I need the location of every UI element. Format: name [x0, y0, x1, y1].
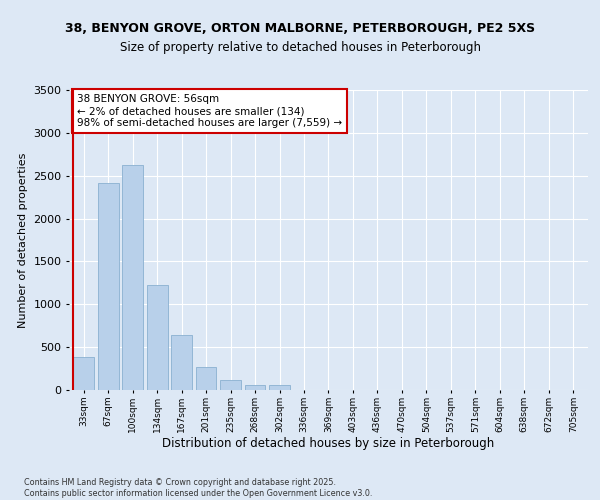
Text: Size of property relative to detached houses in Peterborough: Size of property relative to detached ho… — [119, 41, 481, 54]
Bar — [220, 380, 241, 390]
Bar — [196, 367, 217, 390]
Bar — [245, 385, 265, 390]
Text: 38, BENYON GROVE, ORTON MALBORNE, PETERBOROUGH, PE2 5XS: 38, BENYON GROVE, ORTON MALBORNE, PETERB… — [65, 22, 535, 36]
Bar — [73, 356, 94, 390]
X-axis label: Distribution of detached houses by size in Peterborough: Distribution of detached houses by size … — [163, 438, 494, 450]
Bar — [171, 335, 192, 390]
Text: 38 BENYON GROVE: 56sqm
← 2% of detached houses are smaller (134)
98% of semi-det: 38 BENYON GROVE: 56sqm ← 2% of detached … — [77, 94, 342, 128]
Bar — [122, 166, 143, 390]
Y-axis label: Number of detached properties: Number of detached properties — [17, 152, 28, 328]
Bar — [98, 182, 119, 390]
Text: Contains HM Land Registry data © Crown copyright and database right 2025.
Contai: Contains HM Land Registry data © Crown c… — [24, 478, 373, 498]
Bar — [269, 386, 290, 390]
Bar — [147, 284, 167, 390]
